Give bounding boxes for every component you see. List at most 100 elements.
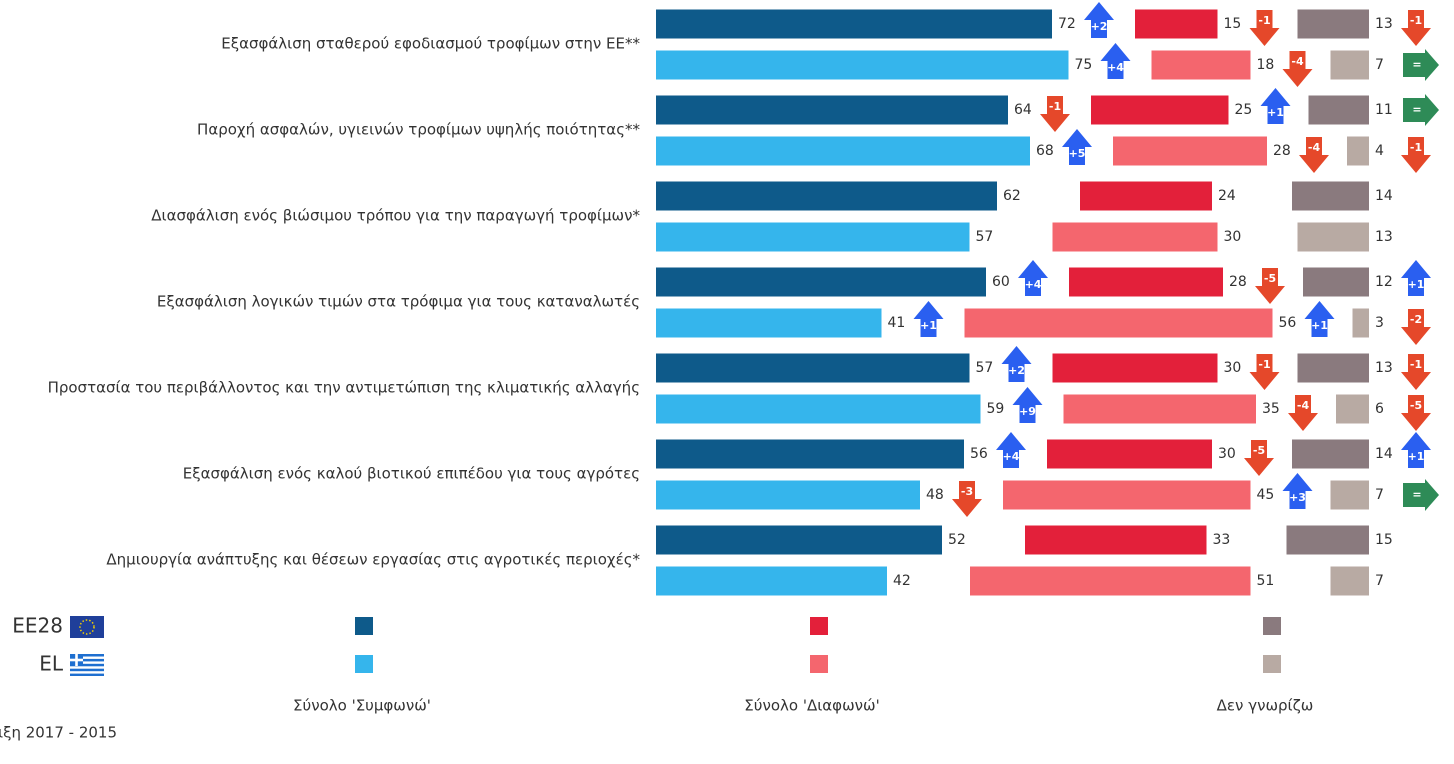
value-label: 24 [1218, 188, 1236, 204]
change-arrow: +4 [1100, 43, 1131, 79]
bar [1113, 136, 1267, 166]
flag-gr [70, 654, 104, 676]
change-arrow: +1 [1401, 260, 1431, 296]
bar [1052, 353, 1218, 383]
change-arrow: = [1403, 479, 1439, 511]
flag-eu [70, 616, 104, 638]
change-label: +2 [1091, 20, 1108, 33]
bar [1303, 267, 1369, 297]
legend-label: EE28 [12, 614, 63, 638]
arrow-shape [1401, 137, 1431, 173]
value-label: 3 [1375, 315, 1384, 331]
category-label: Εξασφάλιση λογικών τιμών στα τρόφιμα για… [157, 293, 640, 311]
change-label: +1 [1408, 450, 1425, 463]
arrow-shape [1255, 268, 1285, 304]
change-arrow: -1 [1401, 10, 1431, 46]
change-label: +1 [920, 319, 937, 332]
change-arrow: = [1403, 49, 1439, 81]
change-label: = [1412, 58, 1421, 71]
legend-swatch [810, 617, 828, 635]
arrow-shape [1403, 479, 1439, 511]
legend-label: EL [39, 652, 64, 676]
bar [1330, 480, 1369, 510]
change-arrow: +2 [1001, 346, 1032, 382]
change-arrow: -2 [1401, 309, 1431, 345]
change-label: +4 [1025, 278, 1042, 291]
value-label: 59 [987, 401, 1005, 417]
change-arrow: -1 [1249, 354, 1280, 390]
bar [1336, 394, 1369, 424]
bar [1297, 222, 1369, 252]
change-label: +4 [1107, 61, 1124, 74]
change-arrow: +2 [1084, 2, 1114, 38]
value-label: 11 [1375, 102, 1393, 118]
arrow-shape [996, 432, 1026, 468]
arrow-shape [1100, 43, 1131, 79]
category-label: Διασφάλιση ενός βιώσιμου τρόπου για την … [151, 207, 640, 225]
change-label: +1 [1408, 278, 1425, 291]
value-label: 57 [976, 229, 994, 245]
bar [1352, 308, 1369, 338]
change-arrow: -5 [1401, 395, 1431, 431]
bar [656, 9, 1052, 39]
change-arrow: -1 [1401, 137, 1431, 173]
bar [1292, 439, 1369, 469]
bar [656, 95, 1008, 125]
arrow-shape [1401, 395, 1431, 431]
arrow-shape [1040, 96, 1070, 132]
legend-swatch [355, 617, 373, 635]
value-label: 14 [1375, 188, 1393, 204]
value-label: 48 [926, 487, 944, 503]
change-label: -4 [1297, 399, 1310, 412]
bar [1330, 50, 1369, 80]
value-label: 52 [948, 532, 966, 548]
arrow-shape [1084, 2, 1114, 38]
change-arrow: +4 [1018, 260, 1048, 296]
change-label: -4 [1291, 55, 1304, 68]
change-arrow: +1 [913, 301, 944, 337]
value-label: 13 [1375, 360, 1393, 376]
arrow-shape [1403, 94, 1439, 126]
value-label: 75 [1075, 57, 1093, 73]
value-label: 68 [1036, 143, 1054, 159]
arrow-shape [1249, 10, 1280, 46]
change-label: +1 [1311, 319, 1328, 332]
change-arrow: +3 [1282, 473, 1313, 509]
category-label: Παροχή ασφαλών, υγιεινών τροφίμων υψηλής… [197, 121, 640, 139]
change-arrow: +9 [1012, 387, 1043, 423]
value-label: 15 [1375, 532, 1393, 548]
value-label: 6 [1375, 401, 1384, 417]
bar [1047, 439, 1212, 469]
bar [656, 308, 882, 338]
arrow-shape [1299, 137, 1329, 173]
arrow-shape [1018, 260, 1048, 296]
bar [1330, 566, 1369, 596]
value-label: 57 [976, 360, 994, 376]
change-arrow: -5 [1255, 268, 1285, 304]
bar [1135, 9, 1218, 39]
value-label: 30 [1224, 229, 1242, 245]
change-label: -4 [1308, 141, 1321, 154]
category-label: Δημιουργία ανάπτυξης και θέσεων εργασίας… [106, 551, 640, 569]
arrow-shape [1244, 440, 1274, 476]
bar [656, 353, 970, 383]
legend-swatch [355, 655, 373, 673]
bar [656, 181, 997, 211]
change-arrow: +1 [1304, 301, 1335, 337]
value-label: 33 [1213, 532, 1231, 548]
change-label: -1 [1049, 100, 1061, 113]
value-label: 25 [1235, 102, 1253, 118]
change-label: +5 [1069, 147, 1086, 160]
change-label: = [1412, 103, 1421, 116]
bar [656, 439, 964, 469]
value-label: 13 [1375, 16, 1393, 32]
arrow-shape [1288, 395, 1318, 431]
change-label: -5 [1253, 444, 1265, 457]
bar [964, 308, 1273, 338]
change-label: -1 [1410, 358, 1422, 371]
bar [1151, 50, 1251, 80]
value-label: 7 [1375, 573, 1384, 589]
legend-swatch [1263, 617, 1281, 635]
legend-swatch [810, 655, 828, 673]
arrow-shape [1001, 346, 1032, 382]
